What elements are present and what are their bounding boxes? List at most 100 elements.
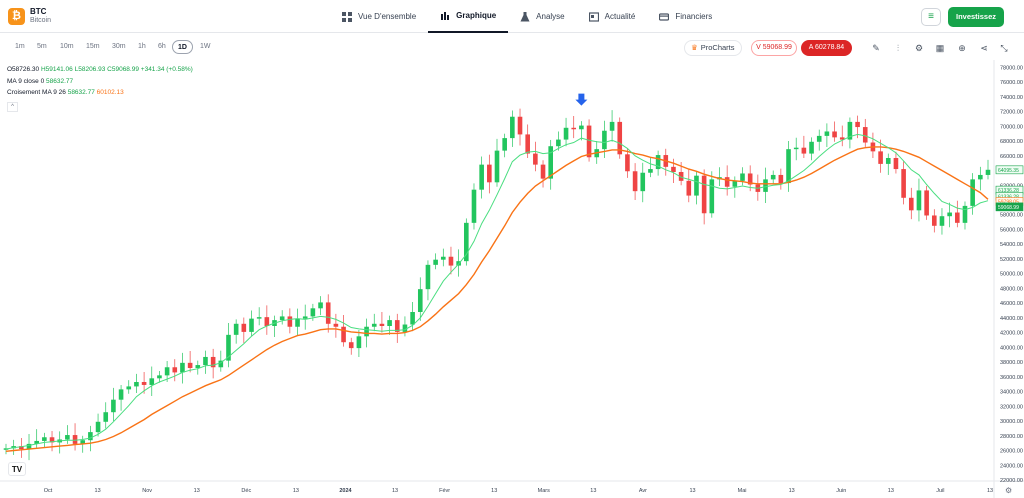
candle-body: [479, 164, 484, 190]
y-tick-label: 74000.00: [1000, 95, 1023, 101]
candle-body: [617, 121, 623, 155]
tab-chart[interactable]: Graphique: [428, 0, 509, 33]
y-tick-label: 76000.00: [1000, 80, 1023, 86]
collapse-legend-icon[interactable]: ^: [7, 102, 18, 112]
timeframe-15m[interactable]: 15m: [86, 43, 100, 50]
candle-body: [425, 264, 431, 290]
procharts-button[interactable]: ♛ ProCharts: [684, 40, 742, 56]
candle-body: [517, 116, 523, 135]
x-tick-label: Mai: [738, 488, 747, 494]
x-tick-label: 13: [194, 488, 200, 494]
candle-body: [118, 389, 124, 400]
settings-icon[interactable]: ⚙: [914, 43, 924, 53]
last-price-tag: [996, 202, 1023, 211]
ohlc-high: H59141.06: [40, 66, 73, 73]
candle-body: [655, 155, 661, 170]
price-chart[interactable]: 22000.00 24000.00 26000.00 28000.00 30000.00…: [0, 60, 1024, 498]
timeframe-1d[interactable]: 1D: [172, 40, 193, 54]
pencil-icon[interactable]: ✎: [872, 43, 880, 53]
candle-body: [387, 320, 392, 326]
timeframe-30m[interactable]: 30m: [112, 43, 126, 50]
tab-news-label: Actualité: [604, 12, 636, 21]
candle-body: [855, 121, 860, 128]
timeframe-1w[interactable]: 1W: [200, 43, 211, 50]
candle-body: [985, 169, 991, 175]
asset-name: Bitcoin: [30, 17, 52, 24]
y-tick-label: 44000.00: [1000, 316, 1023, 322]
watchlist-add-button[interactable]: ≡: [921, 8, 941, 26]
buy-button[interactable]: A 60278.84: [801, 40, 852, 56]
candle-body: [978, 174, 983, 180]
y-tick-label: 50000.00: [1000, 272, 1023, 278]
candle-body: [686, 180, 692, 196]
x-tick-label: 13: [590, 488, 596, 494]
candle-body: [602, 130, 607, 150]
y-tick-label: 72000.00: [1000, 110, 1023, 116]
candle-body: [410, 312, 415, 325]
candle-body: [801, 147, 807, 154]
invest-button[interactable]: Investissez: [948, 7, 1004, 27]
x-tick-label: Oct: [44, 488, 53, 494]
candle-body: [149, 378, 155, 385]
tab-overview[interactable]: Vue D'ensemble: [330, 0, 428, 33]
x-tick-label: Mars: [538, 488, 550, 494]
candle-body: [648, 169, 653, 173]
ma-value: 58632.77: [46, 77, 74, 85]
candle-body: [42, 437, 47, 441]
timeframe-1h[interactable]: 1h: [138, 43, 146, 50]
candle-body: [732, 180, 738, 187]
ohlc-close: C59068.99: [107, 66, 139, 73]
candle-body: [786, 149, 791, 184]
x-tick-label: 2024: [339, 488, 352, 494]
y-tick-label: 40000.00: [1000, 345, 1023, 351]
candle-body: [847, 121, 853, 140]
chart-settings-icon[interactable]: ⚙: [1005, 486, 1013, 495]
tab-news[interactable]: Actualité: [577, 0, 648, 33]
grid-icon: [342, 11, 352, 22]
news-icon: [588, 11, 599, 22]
x-tick-label: Déc: [241, 488, 251, 494]
candle-body: [487, 164, 492, 183]
tab-chart-label: Graphique: [456, 11, 497, 20]
timeframe-1m[interactable]: 1m: [15, 43, 25, 50]
candle-body: [763, 179, 768, 192]
candle-body: [302, 316, 308, 319]
candle-body: [264, 317, 270, 326]
timeframe-10m[interactable]: 10m: [60, 43, 74, 50]
fullscreen-icon[interactable]: ⤡: [1000, 43, 1008, 53]
candle-body: [548, 146, 554, 179]
candle-body: [134, 382, 139, 387]
candle-body: [671, 166, 676, 172]
tradingview-logo-icon: TV: [8, 462, 26, 476]
candle-body: [333, 323, 339, 327]
layout-icon[interactable]: ▦: [935, 43, 945, 53]
candle-body: [533, 153, 538, 165]
candle-body: [471, 189, 477, 223]
tab-financials[interactable]: Financiers: [647, 0, 724, 33]
ohlc-change: +341.34 (+0.58%): [140, 66, 193, 73]
candle-body: [440, 256, 446, 260]
candle-body: [563, 127, 569, 140]
timeframe-5m[interactable]: 5m: [37, 43, 47, 50]
candle-body: [525, 134, 530, 154]
add-icon[interactable]: ⊕: [958, 43, 966, 53]
candle-body: [625, 154, 630, 172]
ma-fast-line: [5, 133, 989, 450]
tab-financials-label: Financiers: [675, 12, 713, 21]
timeframe-6h[interactable]: 6h: [158, 43, 166, 50]
share-icon[interactable]: ⋖: [980, 43, 988, 53]
y-tick-label: 38000.00: [1000, 360, 1023, 366]
sell-button[interactable]: V 59068.99: [751, 40, 797, 56]
indicators-icon[interactable]: ⫶: [896, 43, 900, 53]
candle-body: [931, 215, 937, 226]
ohlc-low: L58206.93: [74, 66, 106, 73]
candle-body: [510, 116, 515, 139]
candle-body: [341, 326, 346, 343]
candle-body: [72, 435, 78, 444]
candle-body: [226, 334, 231, 361]
candle-body: [586, 125, 592, 158]
tab-analysis[interactable]: Analyse: [508, 0, 576, 33]
candle-body: [172, 367, 178, 373]
candle-body: [816, 135, 822, 142]
x-tick-label: 13: [689, 488, 695, 494]
